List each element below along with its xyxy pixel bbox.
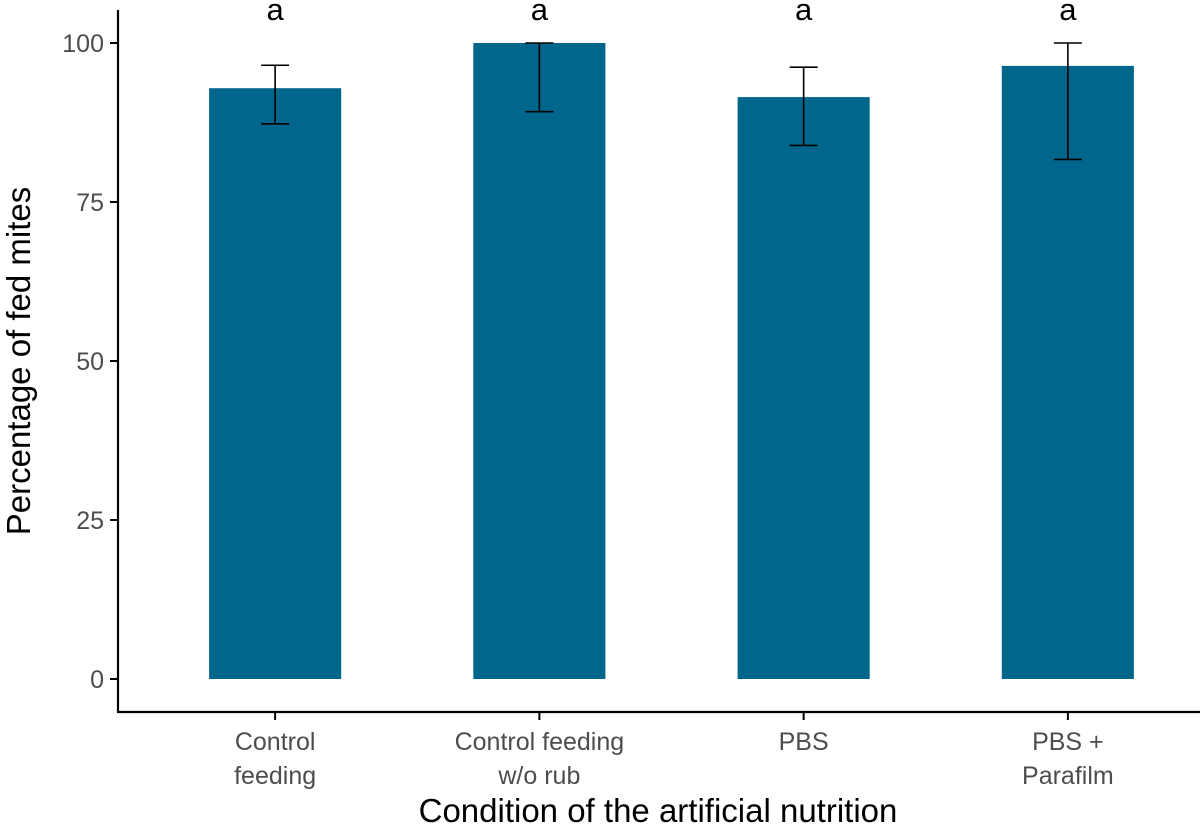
- x-tick-label-line: Parafilm: [1022, 762, 1114, 790]
- y-tick-label: 0: [90, 666, 104, 694]
- x-tick-label-line: PBS: [779, 728, 829, 756]
- y-tick-label: 100: [62, 30, 104, 58]
- x-tick-label: PBS: [779, 728, 829, 756]
- x-tick-label-line: w/o rub: [497, 762, 580, 790]
- bar: [1001, 65, 1134, 679]
- y-tick-label: 50: [76, 348, 104, 376]
- error-bar: [1053, 42, 1082, 161]
- bar: [209, 88, 342, 679]
- y-ticks-layer: 0 25 50 75 100: [62, 30, 118, 694]
- x-tick-label-line: Control feeding: [455, 728, 625, 756]
- significance-label: a: [1059, 0, 1077, 27]
- y-tick-label: 75: [76, 189, 104, 217]
- x-tick-label-line: PBS +: [1032, 728, 1104, 756]
- significance-label: a: [795, 0, 813, 27]
- error-bar: [261, 64, 290, 125]
- error-bar: [789, 66, 818, 147]
- error-bar: [525, 42, 554, 113]
- y-tick-label: 25: [76, 507, 104, 535]
- bar: [473, 43, 606, 679]
- error-bars-layer: [261, 42, 1082, 161]
- x-tick-label: Control feeding w/o rub: [455, 728, 625, 790]
- x-axis-title: Condition of the artificial nutrition: [419, 792, 898, 829]
- x-tick-label-line: feeding: [234, 762, 316, 790]
- significance-label: a: [531, 0, 549, 27]
- significance-label: a: [267, 0, 285, 27]
- bar: [737, 97, 870, 680]
- x-tick-label-line: Control: [235, 728, 316, 756]
- y-axis-title: Percentage of fed mites: [0, 187, 37, 536]
- bars-layer: [209, 43, 1134, 680]
- x-tick-label: Control feeding: [234, 728, 316, 790]
- x-tick-label: PBS + Parafilm: [1022, 728, 1114, 790]
